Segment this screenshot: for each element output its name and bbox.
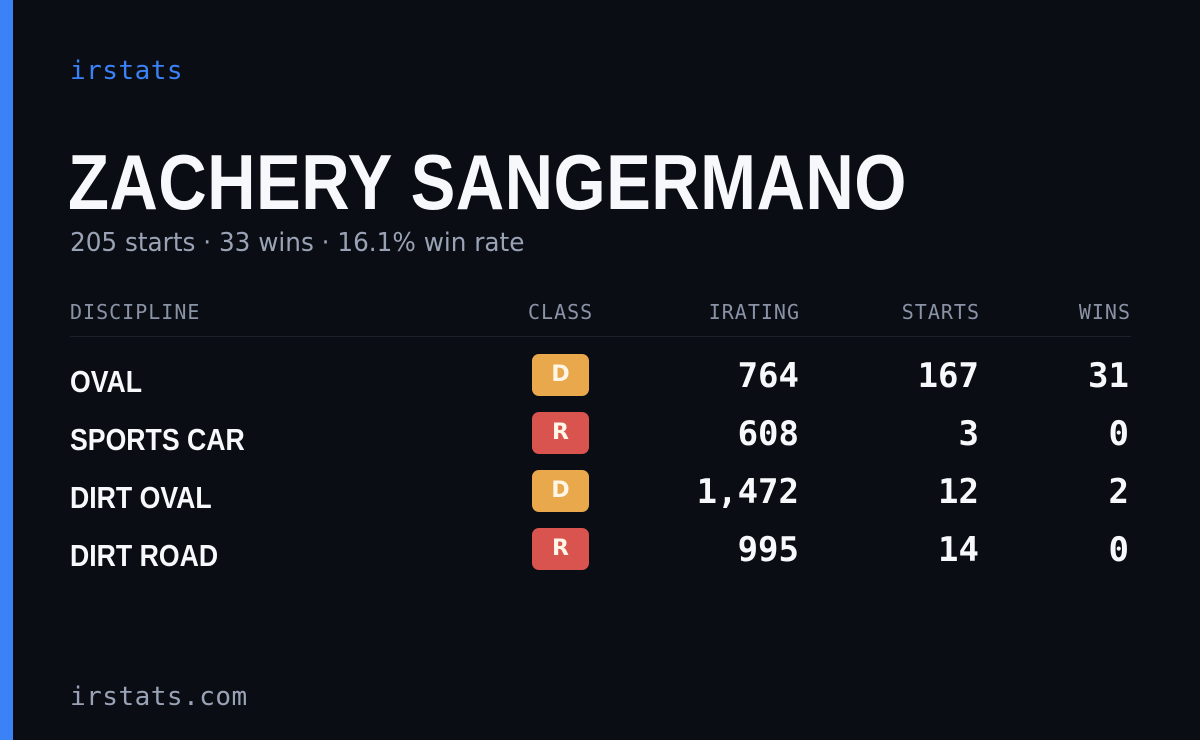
row-wins: 31 bbox=[1088, 356, 1129, 396]
discipline-table: DISCIPLINE CLASS IRATING STARTS WINS OVA… bbox=[70, 298, 1131, 586]
class-badge: R bbox=[532, 528, 589, 570]
row-wins: 2 bbox=[1108, 472, 1129, 512]
header-irating: IRATING bbox=[708, 300, 800, 324]
row-starts: 14 bbox=[938, 530, 979, 570]
header-wins: WINS bbox=[1078, 300, 1131, 324]
header-starts: STARTS bbox=[901, 300, 980, 324]
row-discipline: DIRT OVAL bbox=[70, 480, 212, 515]
table-body: OVAL D 764 167 31 SPORTS CAR R 608 3 0 D… bbox=[70, 337, 1131, 586]
row-irating: 608 bbox=[737, 414, 799, 454]
brand-logo: irstats bbox=[70, 56, 184, 86]
driver-name: ZACHERY SANGERMANO bbox=[68, 138, 907, 226]
row-starts: 167 bbox=[917, 356, 979, 396]
row-starts: 12 bbox=[938, 472, 979, 512]
class-badge: D bbox=[532, 354, 589, 396]
row-wins: 0 bbox=[1108, 530, 1129, 570]
row-irating: 764 bbox=[737, 356, 799, 396]
row-starts: 3 bbox=[958, 414, 979, 454]
driver-summary: 205 starts · 33 wins · 16.1% win rate bbox=[70, 228, 525, 258]
row-discipline: DIRT ROAD bbox=[70, 538, 219, 573]
table-row: DIRT ROAD R 995 14 0 bbox=[70, 528, 1131, 586]
header-discipline: DISCIPLINE bbox=[70, 300, 201, 324]
table-header: DISCIPLINE CLASS IRATING STARTS WINS bbox=[70, 298, 1131, 337]
footer-url: irstats.com bbox=[70, 682, 248, 712]
table-row: OVAL D 764 167 31 bbox=[70, 354, 1131, 412]
class-badge: D bbox=[532, 470, 589, 512]
header-class: CLASS bbox=[528, 300, 594, 324]
class-badge: R bbox=[532, 412, 589, 454]
table-row: SPORTS CAR R 608 3 0 bbox=[70, 412, 1131, 470]
accent-bar bbox=[0, 0, 13, 740]
row-discipline: OVAL bbox=[70, 364, 143, 399]
row-wins: 0 bbox=[1108, 414, 1129, 454]
row-irating: 1,472 bbox=[696, 472, 799, 512]
row-discipline: SPORTS CAR bbox=[70, 422, 245, 457]
table-row: DIRT OVAL D 1,472 12 2 bbox=[70, 470, 1131, 528]
row-irating: 995 bbox=[737, 530, 799, 570]
